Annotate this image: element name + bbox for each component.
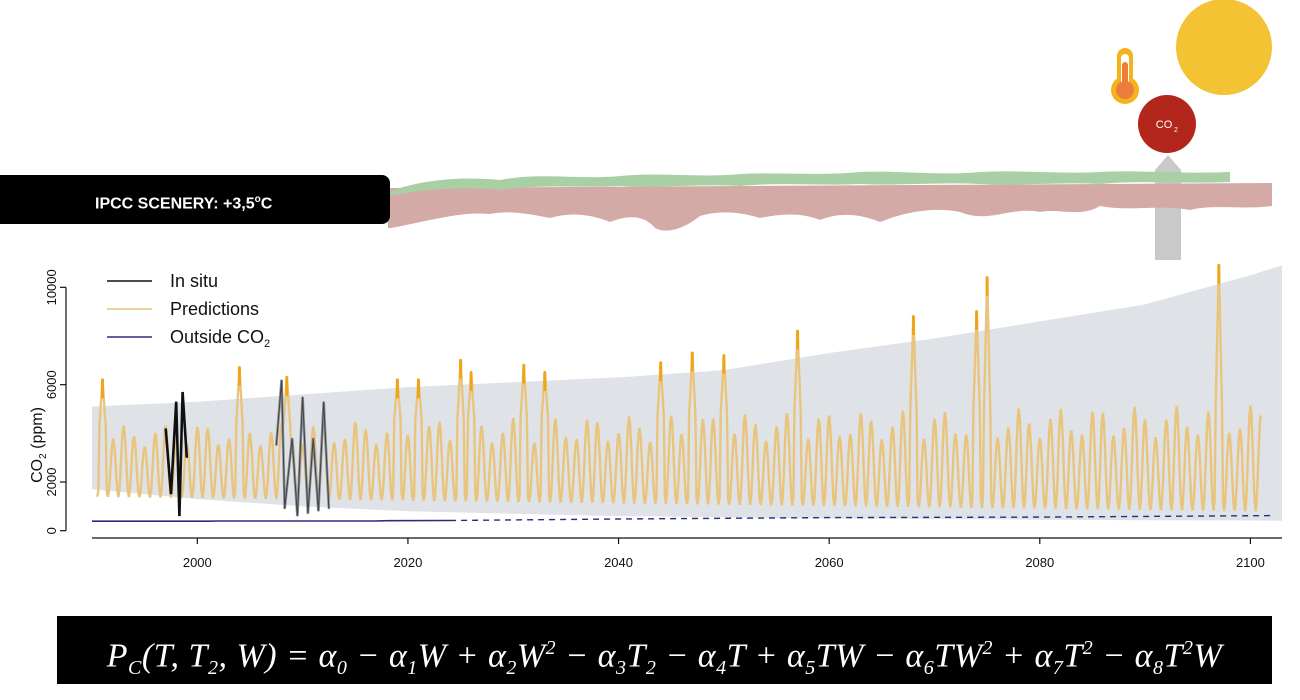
co2-molecule-icon: CO 2 [1138, 95, 1196, 153]
legend-label-subscript: 2 [264, 338, 270, 350]
y-axis-label-unit: (ppm) [29, 407, 46, 453]
y-tick-label: 10000 [44, 269, 59, 305]
y-axis-label-sub: 2 [38, 453, 49, 459]
legend-label: Predictions [170, 299, 259, 319]
in-situ-segment-outline [165, 391, 188, 517]
y-axis-label-main: CO [29, 459, 46, 483]
sun-icon [1176, 0, 1272, 95]
x-tick-label: 2060 [815, 555, 844, 570]
outside-co2-series [92, 514, 1272, 522]
x-tick-label: 2040 [604, 555, 633, 570]
y-tick-label: 6000 [44, 370, 59, 399]
in-situ-segment-outline [275, 379, 330, 517]
y-axis-label: CO2 (ppm) [29, 407, 49, 483]
x-tick-label: 2020 [393, 555, 422, 570]
y-tick-label: 2000 [44, 468, 59, 497]
soil-profile-illustration [388, 171, 1272, 231]
scenario-unit-suffix: C [260, 195, 273, 213]
legend-label: Outside CO2 [170, 327, 270, 350]
model-equation: PC(T, T2, W) = α0 − α1W + α2W2 − α3T2 − … [57, 616, 1272, 684]
chart-legend: In situ Predictions Outside CO2 [107, 271, 270, 350]
scene-illustration: CO 2 [388, 0, 1272, 260]
x-tick-label: 2000 [183, 555, 212, 570]
scenario-banner-label: IPCC SCENERY: +3,5 [95, 195, 255, 213]
legend-label: In situ [170, 271, 218, 291]
co2-timeseries-chart: 0 2000 6000 10000 2000 2020 2040 2060 2080 2100 I… [29, 263, 1282, 570]
outside-co2-solid-line [92, 519, 451, 522]
prediction-band [92, 265, 1282, 521]
x-tick-label: 2100 [1236, 555, 1265, 570]
prediction-band-layer [92, 265, 1282, 521]
scenario-banner: IPCC SCENERY: +3,5oC [0, 175, 390, 224]
outside-co2-dashed-line [450, 514, 1272, 522]
y-tick-label: 0 [44, 527, 59, 534]
scenario-degree-mark: o [254, 194, 261, 205]
thermometer-icon [1111, 48, 1139, 104]
x-tick-label: 2080 [1025, 555, 1054, 570]
co2-badge-text: CO [1156, 119, 1173, 131]
in-situ-series [164, 379, 331, 517]
co2-badge-subscript: 2 [1174, 127, 1178, 134]
chart-axes: 0 2000 6000 10000 2000 2020 2040 2060 2080 2100 [44, 269, 1282, 570]
